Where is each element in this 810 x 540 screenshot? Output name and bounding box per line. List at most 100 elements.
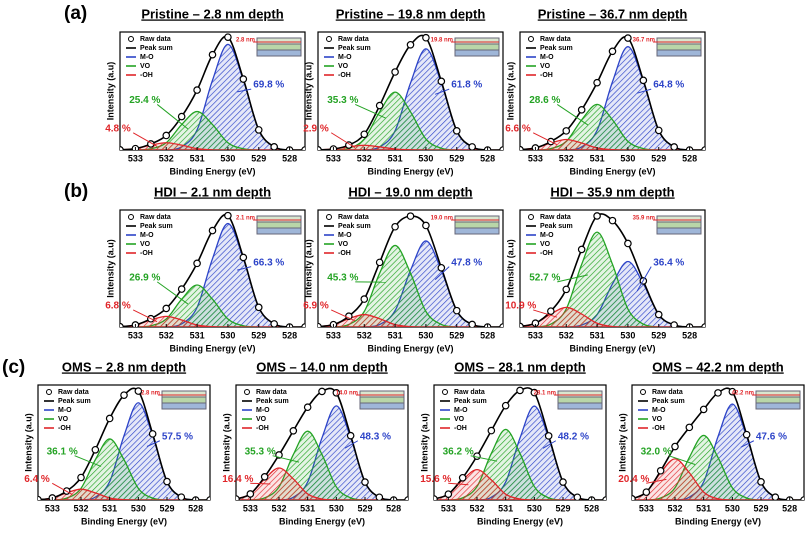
x-tick-label: 530 <box>527 503 542 513</box>
y-axis-label: Intensity (a.u) <box>505 62 515 121</box>
inset-layer <box>256 43 302 51</box>
panel-label: (a) <box>64 3 87 24</box>
legend-label: -OH <box>338 250 351 257</box>
raw-data-point <box>593 78 601 87</box>
inset-layer <box>656 43 702 51</box>
y-axis-label: Intensity (a.u) <box>617 413 627 472</box>
annotation-arrow <box>132 309 158 323</box>
x-tick-label: 532 <box>159 330 174 340</box>
legend-label: -OH <box>652 425 665 432</box>
x-axis-label: Binding Energy (eV) <box>169 343 255 353</box>
x-tick-label: 530 <box>620 153 635 163</box>
panel-title: HDI – 35.9 nm depth <box>550 184 674 199</box>
inset-layer <box>755 396 801 404</box>
inset-layer <box>755 402 801 410</box>
legend-label: Raw data <box>140 214 171 221</box>
raw-data-point <box>452 306 461 315</box>
raw-data-point <box>254 303 263 312</box>
raw-data-point <box>608 47 617 56</box>
inset-layer <box>656 227 702 235</box>
legend-label: VO <box>58 416 69 423</box>
annotation-arrow <box>250 482 271 485</box>
raw-data-point <box>208 50 217 59</box>
percentage-label: 35.3 % <box>327 95 358 106</box>
raw-data-point <box>559 478 567 486</box>
inset-depth-label: 19.8 nm <box>431 38 453 44</box>
x-tick-label: 533 <box>326 330 341 340</box>
raw-data-point <box>547 307 555 315</box>
y-axis-label: Intensity (a.u) <box>105 62 115 121</box>
inset-depth-label: 28.1 nm <box>534 391 556 397</box>
annotation-arrow <box>330 309 356 322</box>
raw-data-point <box>375 258 384 267</box>
percentage-label: 36.1 % <box>47 446 78 457</box>
raw-data-point <box>270 143 278 150</box>
annotation-arrow <box>51 482 73 496</box>
raw-data-point <box>120 391 128 399</box>
percentage-label: 36.4 % <box>653 257 684 268</box>
x-tick-label: 530 <box>418 153 433 163</box>
raw-data-point <box>530 388 539 397</box>
raw-data-point <box>406 212 415 220</box>
panel-title: Pristine – 19.8 nm depth <box>336 6 486 21</box>
raw-data-point <box>177 493 186 500</box>
raw-data-point <box>499 323 503 327</box>
x-tick-label: 528 <box>782 503 797 513</box>
x-tick-label: 528 <box>282 330 297 340</box>
y-axis-label: Intensity (a.u) <box>505 239 515 298</box>
raw-data-point <box>800 496 804 500</box>
panel: OMS – 14.0 nm depth 48.3 % 35.3 % 16.4 % Raw… <box>221 359 409 526</box>
legend-marker <box>244 389 250 395</box>
raw-data-point <box>208 226 217 235</box>
raw-data-point <box>239 253 248 262</box>
percentage-label: 47.6 % <box>756 431 787 442</box>
raw-data-point <box>260 473 269 481</box>
legend-marker <box>442 389 448 395</box>
raw-data-point <box>360 130 369 139</box>
raw-data-point <box>193 259 201 268</box>
x-tick-label: 528 <box>480 330 495 340</box>
x-axis-label: Binding Energy (eV) <box>569 166 655 176</box>
x-tick-label: 529 <box>251 153 266 163</box>
legend-label: VO <box>652 416 663 423</box>
y-axis-label: Intensity (a.u) <box>23 413 33 472</box>
plot-area <box>520 212 705 327</box>
percentage-label: 32.0 % <box>641 446 672 457</box>
raw-data-point <box>624 239 632 248</box>
annotation-arrow <box>156 104 189 130</box>
legend-label: Raw data <box>652 389 683 396</box>
plot-area <box>318 212 503 327</box>
x-axis-label: Binding Energy (eV) <box>569 343 655 353</box>
raw-data-point <box>701 146 705 150</box>
x-tick-label: 529 <box>651 153 666 163</box>
x-axis-label: Binding Energy (eV) <box>675 516 761 526</box>
legend-label: M-O <box>58 407 72 414</box>
x-tick-label: 532 <box>159 153 174 163</box>
percentage-label: 2.9 % <box>303 123 329 134</box>
x-tick-label: 532 <box>73 503 88 513</box>
raw-data-point <box>375 493 384 500</box>
legend-label: M-O <box>652 407 666 414</box>
panel: OMS – 28.1 nm depth 48.2 % 36.2 % 15.6 % Raw… <box>419 359 607 526</box>
annotation-arrow <box>146 440 161 447</box>
legend-label: Peak sum <box>140 45 173 52</box>
annotation-arrow <box>132 132 158 147</box>
annotation-arrow <box>74 455 102 467</box>
raw-data-point <box>562 127 571 135</box>
raw-data-point <box>224 211 232 220</box>
raw-data-point <box>162 304 171 313</box>
percentage-label: 16.4 % <box>222 474 253 485</box>
panel: HDI – 2.1 nm depth 66.3 % 26.9 % 6.8 % Raw d… <box>105 184 306 353</box>
raw-data-point <box>437 77 446 86</box>
legend-label: M-O <box>540 232 554 239</box>
x-tick-label: 531 <box>190 330 205 340</box>
percentage-label: 64.8 % <box>653 80 684 91</box>
legend-label: Peak sum <box>652 398 685 405</box>
x-tick-label: 533 <box>441 503 456 513</box>
plot-area <box>632 387 804 500</box>
annotation-arrow <box>636 266 652 292</box>
panel: OMS – 42.2 nm depth 47.6 % 32.0 % 20.4 % Raw… <box>617 359 805 526</box>
inset-layer <box>359 396 405 404</box>
panel: Pristine – 19.8 nm depth 61.8 % 35.3 % 2.9 … <box>303 6 504 176</box>
